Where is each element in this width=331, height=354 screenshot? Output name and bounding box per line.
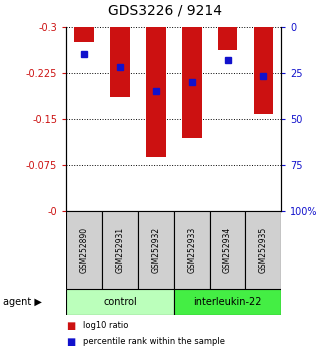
Text: agent ▶: agent ▶ xyxy=(3,297,42,307)
FancyBboxPatch shape xyxy=(138,211,174,289)
Bar xyxy=(74,27,94,42)
Bar xyxy=(182,27,202,138)
Text: ■: ■ xyxy=(66,337,75,347)
Text: GSM252890: GSM252890 xyxy=(80,227,89,273)
Bar xyxy=(254,27,273,114)
Text: log10 ratio: log10 ratio xyxy=(83,321,128,330)
FancyBboxPatch shape xyxy=(66,289,174,315)
Text: control: control xyxy=(103,297,137,307)
Text: GSM252932: GSM252932 xyxy=(151,227,160,273)
Text: ■: ■ xyxy=(66,321,75,331)
Text: GSM252931: GSM252931 xyxy=(116,227,124,273)
Text: interleukin-22: interleukin-22 xyxy=(193,297,262,307)
Text: GSM252934: GSM252934 xyxy=(223,227,232,273)
FancyBboxPatch shape xyxy=(246,211,281,289)
Bar xyxy=(110,27,130,97)
Text: percentile rank within the sample: percentile rank within the sample xyxy=(83,337,225,346)
FancyBboxPatch shape xyxy=(66,211,102,289)
FancyBboxPatch shape xyxy=(102,211,138,289)
Bar xyxy=(146,27,166,156)
FancyBboxPatch shape xyxy=(174,211,210,289)
Bar xyxy=(218,27,237,50)
Text: GSM252933: GSM252933 xyxy=(187,227,196,273)
Text: GSM252935: GSM252935 xyxy=(259,227,268,273)
FancyBboxPatch shape xyxy=(174,289,281,315)
FancyBboxPatch shape xyxy=(210,211,246,289)
Text: GDS3226 / 9214: GDS3226 / 9214 xyxy=(109,4,222,18)
